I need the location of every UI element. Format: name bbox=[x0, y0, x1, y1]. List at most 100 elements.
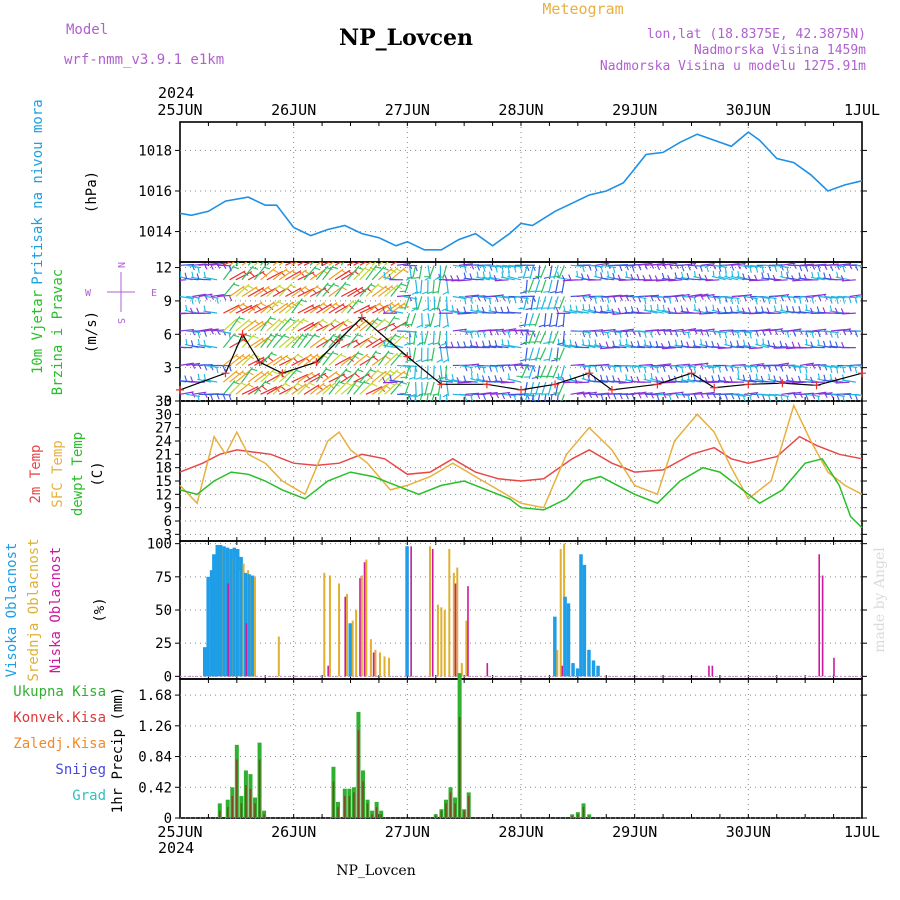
wind-barb bbox=[389, 343, 404, 349]
wind-barb-flag bbox=[291, 336, 297, 341]
wind-barb-flag bbox=[693, 297, 697, 304]
wind-barb bbox=[812, 391, 827, 395]
wind-speed-marker bbox=[176, 385, 184, 394]
wind-barb bbox=[694, 293, 709, 298]
wind-barb-flag bbox=[390, 336, 397, 341]
wind-barb-flag bbox=[724, 394, 728, 401]
wind-barb-flag bbox=[316, 286, 323, 291]
temp2m-axis-label: 2m Temp bbox=[28, 444, 44, 503]
wind-barb bbox=[477, 391, 492, 395]
wind-barb bbox=[378, 335, 393, 349]
wind-barb bbox=[309, 301, 326, 314]
wind-barb bbox=[241, 265, 254, 281]
wind-barb bbox=[285, 353, 300, 366]
wind-barb bbox=[562, 313, 565, 328]
wind-barb bbox=[346, 332, 359, 348]
wind-barb bbox=[403, 330, 418, 333]
wind-barb bbox=[284, 381, 300, 395]
wind-barb-flag bbox=[649, 341, 653, 348]
wind-barb-flag bbox=[786, 374, 789, 381]
wind-barb-flag bbox=[241, 355, 248, 360]
wind-barb-flag bbox=[532, 276, 539, 280]
wind-barb-flag bbox=[506, 306, 510, 313]
wind-barb bbox=[247, 370, 263, 383]
wind-barb bbox=[799, 295, 814, 299]
wind-barb-flag bbox=[191, 298, 194, 305]
wind-barb-flag bbox=[476, 331, 480, 338]
wind-barb-flag bbox=[299, 288, 305, 294]
wind-barb bbox=[799, 392, 815, 395]
high-cloud-bar bbox=[215, 544, 220, 677]
wind-barb bbox=[235, 271, 253, 281]
wind-barb-flag bbox=[517, 276, 524, 279]
wind-barb bbox=[452, 328, 467, 332]
wind-barb bbox=[424, 381, 429, 396]
wind-barb bbox=[562, 381, 577, 384]
wind-barb bbox=[377, 380, 392, 395]
wind-barb-flag bbox=[594, 339, 597, 346]
wind-barb bbox=[403, 295, 418, 300]
high-cloud-bar bbox=[596, 665, 600, 677]
wind-barb bbox=[444, 365, 448, 380]
mid-cloud-bar bbox=[428, 546, 431, 677]
wind-barb bbox=[682, 295, 697, 299]
wind-barb bbox=[675, 363, 690, 367]
wind-barb bbox=[405, 365, 410, 380]
wind-barb-flag bbox=[518, 393, 526, 396]
wind-barb-flag bbox=[444, 274, 448, 281]
date-tick-top: 26JUN bbox=[271, 101, 316, 119]
wind-barb bbox=[260, 386, 278, 395]
wind-barb bbox=[762, 295, 777, 300]
wind-barb-flag bbox=[407, 276, 414, 279]
wind-barb bbox=[600, 277, 615, 281]
wind-barb bbox=[699, 312, 714, 315]
wind-unit-label: (m/s) bbox=[84, 311, 100, 353]
precip-conv-bar bbox=[332, 781, 335, 818]
wind-barb bbox=[404, 279, 410, 294]
wind-barb bbox=[186, 393, 201, 397]
wind-barb-flag bbox=[203, 339, 206, 346]
wind-barb bbox=[285, 335, 300, 349]
wind-barb-flag bbox=[216, 367, 219, 374]
wind-barb bbox=[768, 328, 783, 332]
wind-barb-flag bbox=[624, 306, 628, 313]
wind-barb bbox=[855, 364, 862, 367]
precip-conv-bar bbox=[236, 759, 238, 818]
wind-barb-flag bbox=[197, 297, 201, 304]
wind-barb bbox=[799, 263, 814, 266]
sfc-temp-axis-label: SFC Temp bbox=[50, 440, 66, 507]
high-cloud-bar bbox=[250, 575, 255, 677]
wind-barb-flag bbox=[868, 298, 870, 304]
wind-barb-flag bbox=[835, 341, 839, 348]
precip-conv-bar bbox=[258, 759, 261, 818]
wind-barb bbox=[581, 309, 596, 314]
wind-barb-flag bbox=[680, 340, 684, 347]
wind-barb-flag bbox=[543, 290, 550, 293]
wind-barb bbox=[799, 330, 814, 334]
wind-barb bbox=[669, 364, 684, 368]
wind-barb-flag bbox=[829, 305, 833, 312]
wind-barb-flag bbox=[743, 339, 746, 346]
wind-barb bbox=[823, 345, 838, 349]
wind-barb bbox=[340, 353, 356, 366]
wind-barb-flag bbox=[373, 356, 379, 361]
wind-barb bbox=[272, 381, 287, 395]
mid-cloud-bar bbox=[346, 594, 349, 677]
wind-barb bbox=[378, 267, 393, 281]
mid-cloud-bar bbox=[559, 548, 562, 677]
wind-barb bbox=[334, 262, 342, 266]
wind-barb-flag bbox=[482, 271, 485, 278]
wind-barb-flag bbox=[587, 374, 591, 382]
wind-barb bbox=[297, 321, 314, 332]
wind-barb bbox=[180, 362, 194, 367]
wind-barb-flag bbox=[251, 368, 258, 372]
wind-barb bbox=[576, 391, 591, 395]
wind-barb bbox=[528, 279, 534, 294]
wind-barb bbox=[241, 319, 257, 332]
wind-barb-flag bbox=[501, 271, 504, 278]
wind-barb-flag bbox=[667, 340, 671, 347]
wind-barb bbox=[607, 364, 622, 368]
wind-barb bbox=[469, 278, 484, 281]
wind-barb-flag bbox=[836, 332, 839, 339]
mid-cloud-bar bbox=[448, 548, 451, 677]
